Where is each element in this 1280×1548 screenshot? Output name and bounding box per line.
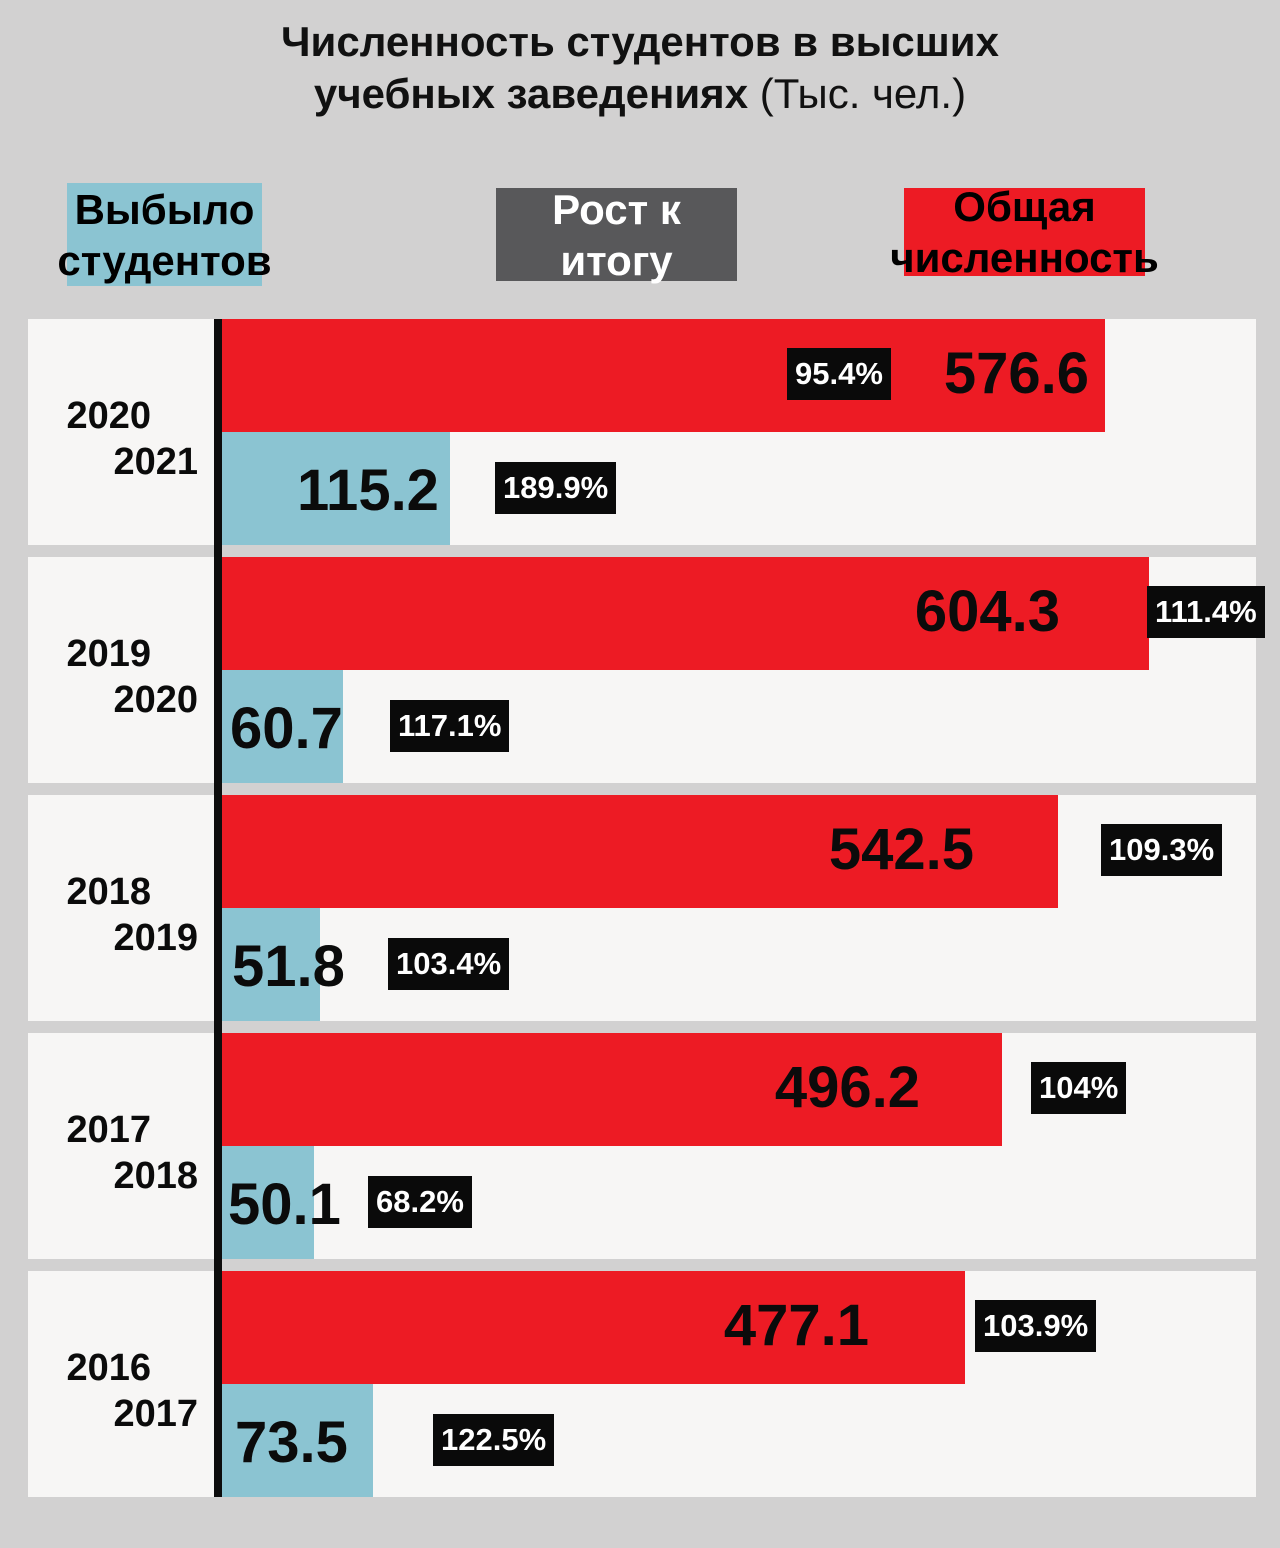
total-count-bar xyxy=(222,795,1058,908)
chart-row-2016-2017: 2016 2017 477.1 103.9% 73.5 122.5% xyxy=(28,1271,1256,1497)
legend-item-total-count: Общая численность xyxy=(890,183,1159,281)
chart-title: Численность студентов в высших учебных з… xyxy=(0,16,1280,120)
dropped-students-bar xyxy=(222,1384,373,1497)
dropped-students-bar xyxy=(222,670,343,783)
total-growth-badge: 103.9% xyxy=(975,1300,1097,1352)
chart-title-line2: учебных заведениях (Тыс. чел.) xyxy=(0,68,1280,120)
total-growth-badge: 95.4% xyxy=(787,348,891,400)
legend-total-line1: Общая xyxy=(953,183,1096,230)
total-count-bar xyxy=(222,319,1105,432)
chart-title-line1: Численность студентов в высших xyxy=(0,16,1280,68)
dropped-growth-badge: 103.4% xyxy=(388,938,510,990)
chart-row-2020-2021: 2020 2021 576.6 95.4% 115.2 189.9% xyxy=(28,319,1256,545)
total-growth-badge: 104% xyxy=(1031,1062,1127,1114)
total-count-bar xyxy=(222,557,1149,670)
year-label-start: 2018 xyxy=(66,871,151,913)
year-label-end: 2017 xyxy=(113,1393,198,1435)
legend-growth-line1: Рост к xyxy=(552,185,681,233)
year-label-start: 2019 xyxy=(66,633,151,675)
total-count-bar xyxy=(222,1271,965,1384)
title-text-line2-bold: учебных заведениях xyxy=(313,70,749,117)
dropped-value-label: 115.2 xyxy=(297,458,439,523)
dropped-students-bar xyxy=(222,908,320,1021)
total-value-label: 496.2 xyxy=(774,1055,920,1120)
dropped-value-label: 50.1 xyxy=(228,1172,341,1237)
dropped-growth-badge: 122.5% xyxy=(433,1414,555,1466)
year-label-start: 2020 xyxy=(66,395,151,437)
legend-dropped-line2: студентов xyxy=(57,236,272,284)
total-value-label: 604.3 xyxy=(914,579,1060,644)
total-value-label: 576.6 xyxy=(943,341,1089,406)
dropped-value-label: 51.8 xyxy=(232,934,345,999)
axis-baseline xyxy=(214,319,222,1497)
total-growth-badge: 111.4% xyxy=(1147,586,1265,638)
legend-item-dropped-students: Выбыло студентов xyxy=(57,183,272,286)
year-label-end: 2020 xyxy=(113,679,198,721)
dropped-students-bar xyxy=(222,1146,314,1259)
total-count-bar xyxy=(222,1033,1002,1146)
dropped-growth-badge: 68.2% xyxy=(368,1176,472,1228)
year-label-end: 2018 xyxy=(113,1155,198,1197)
legend-item-growth-to-total: Рост к итогу xyxy=(496,186,737,284)
dropped-growth-badge: 189.9% xyxy=(495,462,617,514)
dropped-students-bar xyxy=(222,432,450,545)
chart-row-2018-2019: 2018 2019 542.5 109.3% 51.8 103.4% xyxy=(28,795,1256,1021)
dropped-value-label: 73.5 xyxy=(235,1410,348,1475)
chart-area: 2020 2021 576.6 95.4% 115.2 189.9% 2019 2020 604… xyxy=(28,319,1265,1497)
title-text-line1: Численность студентов в высших xyxy=(281,18,999,65)
year-label-start: 2017 xyxy=(66,1109,151,1151)
year-label-end: 2021 xyxy=(113,441,198,483)
dropped-value-label: 60.7 xyxy=(230,696,343,761)
legend-growth-line2: итогу xyxy=(560,236,673,284)
total-growth-badge: 109.3% xyxy=(1101,824,1223,876)
year-label-start: 2016 xyxy=(66,1347,151,1389)
chart-row-2017-2018: 2017 2018 496.2 104% 50.1 68.2% xyxy=(28,1033,1256,1259)
legend-dropped-line1: Выбыло xyxy=(74,185,255,233)
total-value-label: 477.1 xyxy=(723,1293,869,1358)
year-label-end: 2019 xyxy=(113,917,198,959)
total-value-label: 542.5 xyxy=(828,817,974,882)
title-unit-label: (Тыс. чел.) xyxy=(748,70,967,117)
chart-row-2019-2020: 2019 2020 604.3 111.4% 60.7 117.1% xyxy=(28,557,1265,783)
dropped-growth-badge: 117.1% xyxy=(390,700,510,752)
legend-total-line2: численность xyxy=(890,234,1159,281)
